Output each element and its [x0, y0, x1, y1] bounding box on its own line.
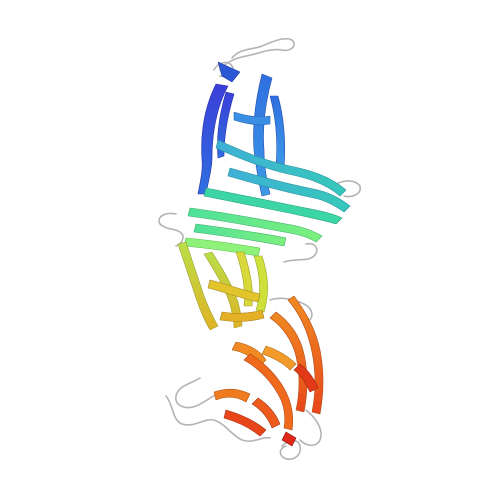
domain-2-green-sheet: [183, 139, 351, 257]
domain-1-blue-sheet: [197, 61, 286, 197]
domain-4-orange-sheet: [213, 295, 324, 447]
coil-loops: [158, 37, 362, 461]
domain-3-yellow-sheet: [177, 241, 268, 331]
